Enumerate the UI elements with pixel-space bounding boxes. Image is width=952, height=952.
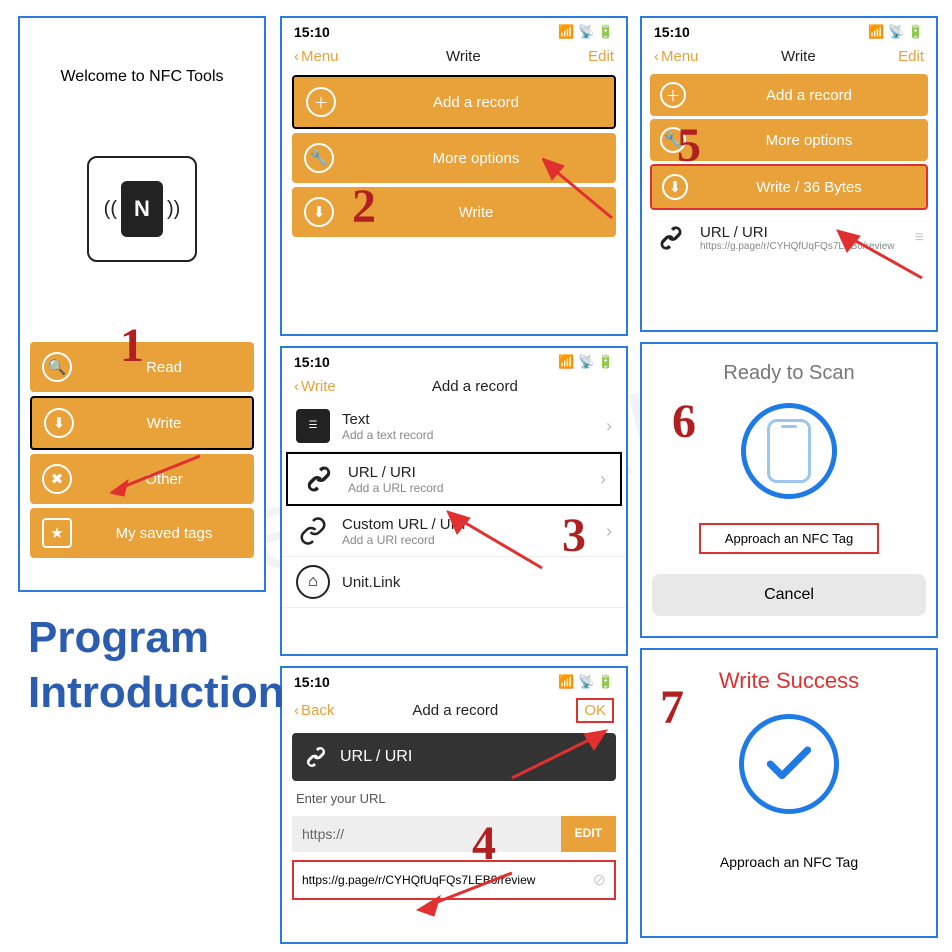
step-number-3: 3 [562,508,586,563]
intro-title-line1: Program [28,610,285,665]
url-record-row[interactable]: URL / URIAdd a URL record › [286,452,622,506]
menu-back[interactable]: ‹ Menu [294,48,339,65]
nav-title-3: Add a record [432,378,518,395]
ok-button[interactable]: OK [576,698,614,723]
step-number-7: 7 [660,680,684,735]
download-icon: ⬇ [662,174,688,200]
back-button[interactable]: ‹ Back [294,702,334,719]
write-back[interactable]: ‹ Write [294,378,336,395]
time-5: 15:10 [654,24,690,40]
chevron-right-icon: › [606,521,612,542]
nav-title-2: Write [446,48,481,65]
download-icon: ⬇ [44,408,74,438]
download-icon: ⬇ [304,197,334,227]
edit-link[interactable]: Edit [588,48,614,65]
plus-icon: ＋ [660,82,686,108]
time-4: 15:10 [294,674,330,690]
step-number-2: 2 [352,179,376,234]
add-record-button-5[interactable]: ＋ Add a record [650,74,928,116]
edit-link-5[interactable]: Edit [898,48,924,65]
status-icons: 📶 📡 🔋 [558,674,614,690]
intro-title: Program Introduction [28,610,285,720]
nav-title-4: Add a record [412,702,498,719]
welcome-text: Welcome to NFC Tools [20,18,264,86]
panel-1: Welcome to NFC Tools (( N )) 1 🔍 Read ⬇ … [18,16,266,592]
step-number-5: 5 [677,118,701,173]
nfc-logo-n: N [121,181,163,237]
step-number-1: 1 [120,318,144,373]
intro-title-line2: Introduction [28,665,285,720]
panel-5: 15:10 📶 📡 🔋 ‹ Menu Write Edit ＋ Add a re… [640,16,938,332]
write-label: Write [88,415,240,432]
unit-icon: ⌂ [296,565,330,599]
chevron-right-icon: › [606,416,612,437]
panel-2: 15:10 📶 📡 🔋 ‹ Menu Write Edit ＋ Add a re… [280,16,628,336]
url-header-label: URL / URI [340,748,412,766]
add-record-button[interactable]: ＋ Add a record [292,75,616,129]
time-2: 15:10 [294,24,330,40]
link-icon [304,745,328,769]
plus-icon: ＋ [306,87,336,117]
cancel-button[interactable]: Cancel [652,574,926,616]
nfc-logo-box: (( N )) [87,156,197,262]
url-prompt: Enter your URL [282,785,626,812]
panel-3: 15:10 📶 📡 🔋 ‹ Write Add a record ☰ TextA… [280,346,628,656]
saved-tags-button[interactable]: ★ My saved tags [30,508,254,558]
wrench-icon: 🔧 [304,143,334,173]
more-label-5: More options [700,132,918,149]
text-sub: Add a text record [342,428,594,442]
time-3: 15:10 [294,354,330,370]
text-title: Text [342,411,594,428]
write-success-title: Write Success [642,650,936,694]
approach-hint-7: Approach an NFC Tag [642,854,936,870]
link-outline-icon [296,514,330,548]
chevron-right-icon: › [600,469,606,490]
edit-prefix-button[interactable]: EDIT [561,816,616,852]
url-sub: Add a URL record [348,481,588,495]
clear-icon[interactable]: ⊘ [593,870,606,890]
scan-icon [741,403,837,499]
step-number-4: 4 [472,816,496,871]
approach-hint: Approach an NFC Tag [699,523,879,554]
status-bar-2: 15:10 📶 📡 🔋 [282,18,626,42]
tools-icon: ✖ [42,464,72,494]
text-icon: ☰ [296,409,330,443]
step-number-6: 6 [672,394,696,449]
status-icons: 📶 📡 🔋 [868,24,924,40]
link-icon [302,462,336,496]
url-prefix: https:// [292,816,561,852]
text-record-row[interactable]: ☰ TextAdd a text record › [282,401,626,452]
saved-label: My saved tags [86,525,242,542]
nav-title-5: Write [781,48,816,65]
panel-4: 15:10 📶 📡 🔋 ‹ Back Add a record OK URL /… [280,666,628,944]
link-icon [654,221,688,255]
ready-scan-title: Ready to Scan [642,344,936,385]
menu-back-5[interactable]: ‹ Menu [654,48,699,65]
url-title: URL / URI [348,464,588,481]
write-button[interactable]: ⬇ Write [30,396,254,450]
add-record-label: Add a record [350,94,602,111]
write-bytes-label: Write / 36 Bytes [702,179,916,196]
add-label-5: Add a record [700,87,918,104]
read-label: Read [86,359,242,376]
status-icons: 📶 📡 🔋 [558,354,614,370]
panel-7: Write Success 7 Approach an NFC Tag [640,648,938,938]
magnify-icon: 🔍 [42,352,72,382]
status-icons: 📶 📡 🔋 [558,24,614,40]
panel-6: Ready to Scan 6 Approach an NFC Tag Canc… [640,342,938,638]
success-icon [739,714,839,814]
folder-icon: ★ [42,518,72,548]
